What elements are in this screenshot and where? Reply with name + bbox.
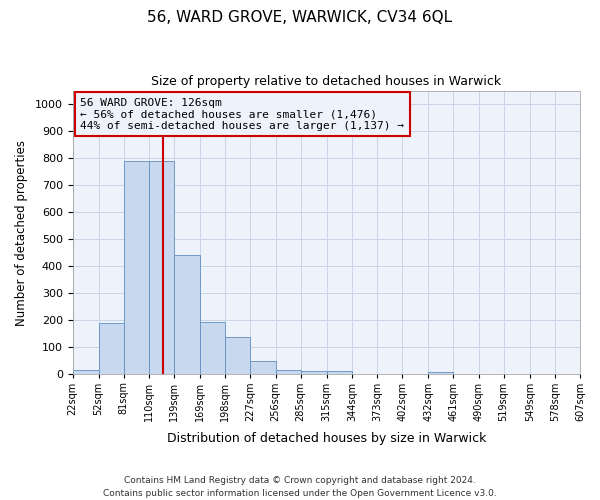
Bar: [149, 161, 174, 374]
Bar: [98, 323, 124, 374]
Bar: [250, 361, 275, 374]
Bar: [428, 372, 454, 374]
Bar: [275, 370, 301, 374]
X-axis label: Distribution of detached houses by size in Warwick: Distribution of detached houses by size …: [167, 432, 486, 445]
Text: Contains HM Land Registry data © Crown copyright and database right 2024.
Contai: Contains HM Land Registry data © Crown c…: [103, 476, 497, 498]
Bar: [124, 161, 149, 374]
Title: Size of property relative to detached houses in Warwick: Size of property relative to detached ho…: [151, 75, 502, 88]
Bar: [226, 336, 250, 374]
Text: 56 WARD GROVE: 126sqm
← 56% of detached houses are smaller (1,476)
44% of semi-d: 56 WARD GROVE: 126sqm ← 56% of detached …: [80, 98, 404, 131]
Y-axis label: Number of detached properties: Number of detached properties: [15, 140, 28, 326]
Bar: [174, 256, 200, 374]
Text: 56, WARD GROVE, WARWICK, CV34 6QL: 56, WARD GROVE, WARWICK, CV34 6QL: [148, 10, 452, 25]
Bar: [301, 371, 327, 374]
Bar: [200, 322, 226, 374]
Bar: [327, 371, 352, 374]
Bar: [73, 370, 98, 374]
